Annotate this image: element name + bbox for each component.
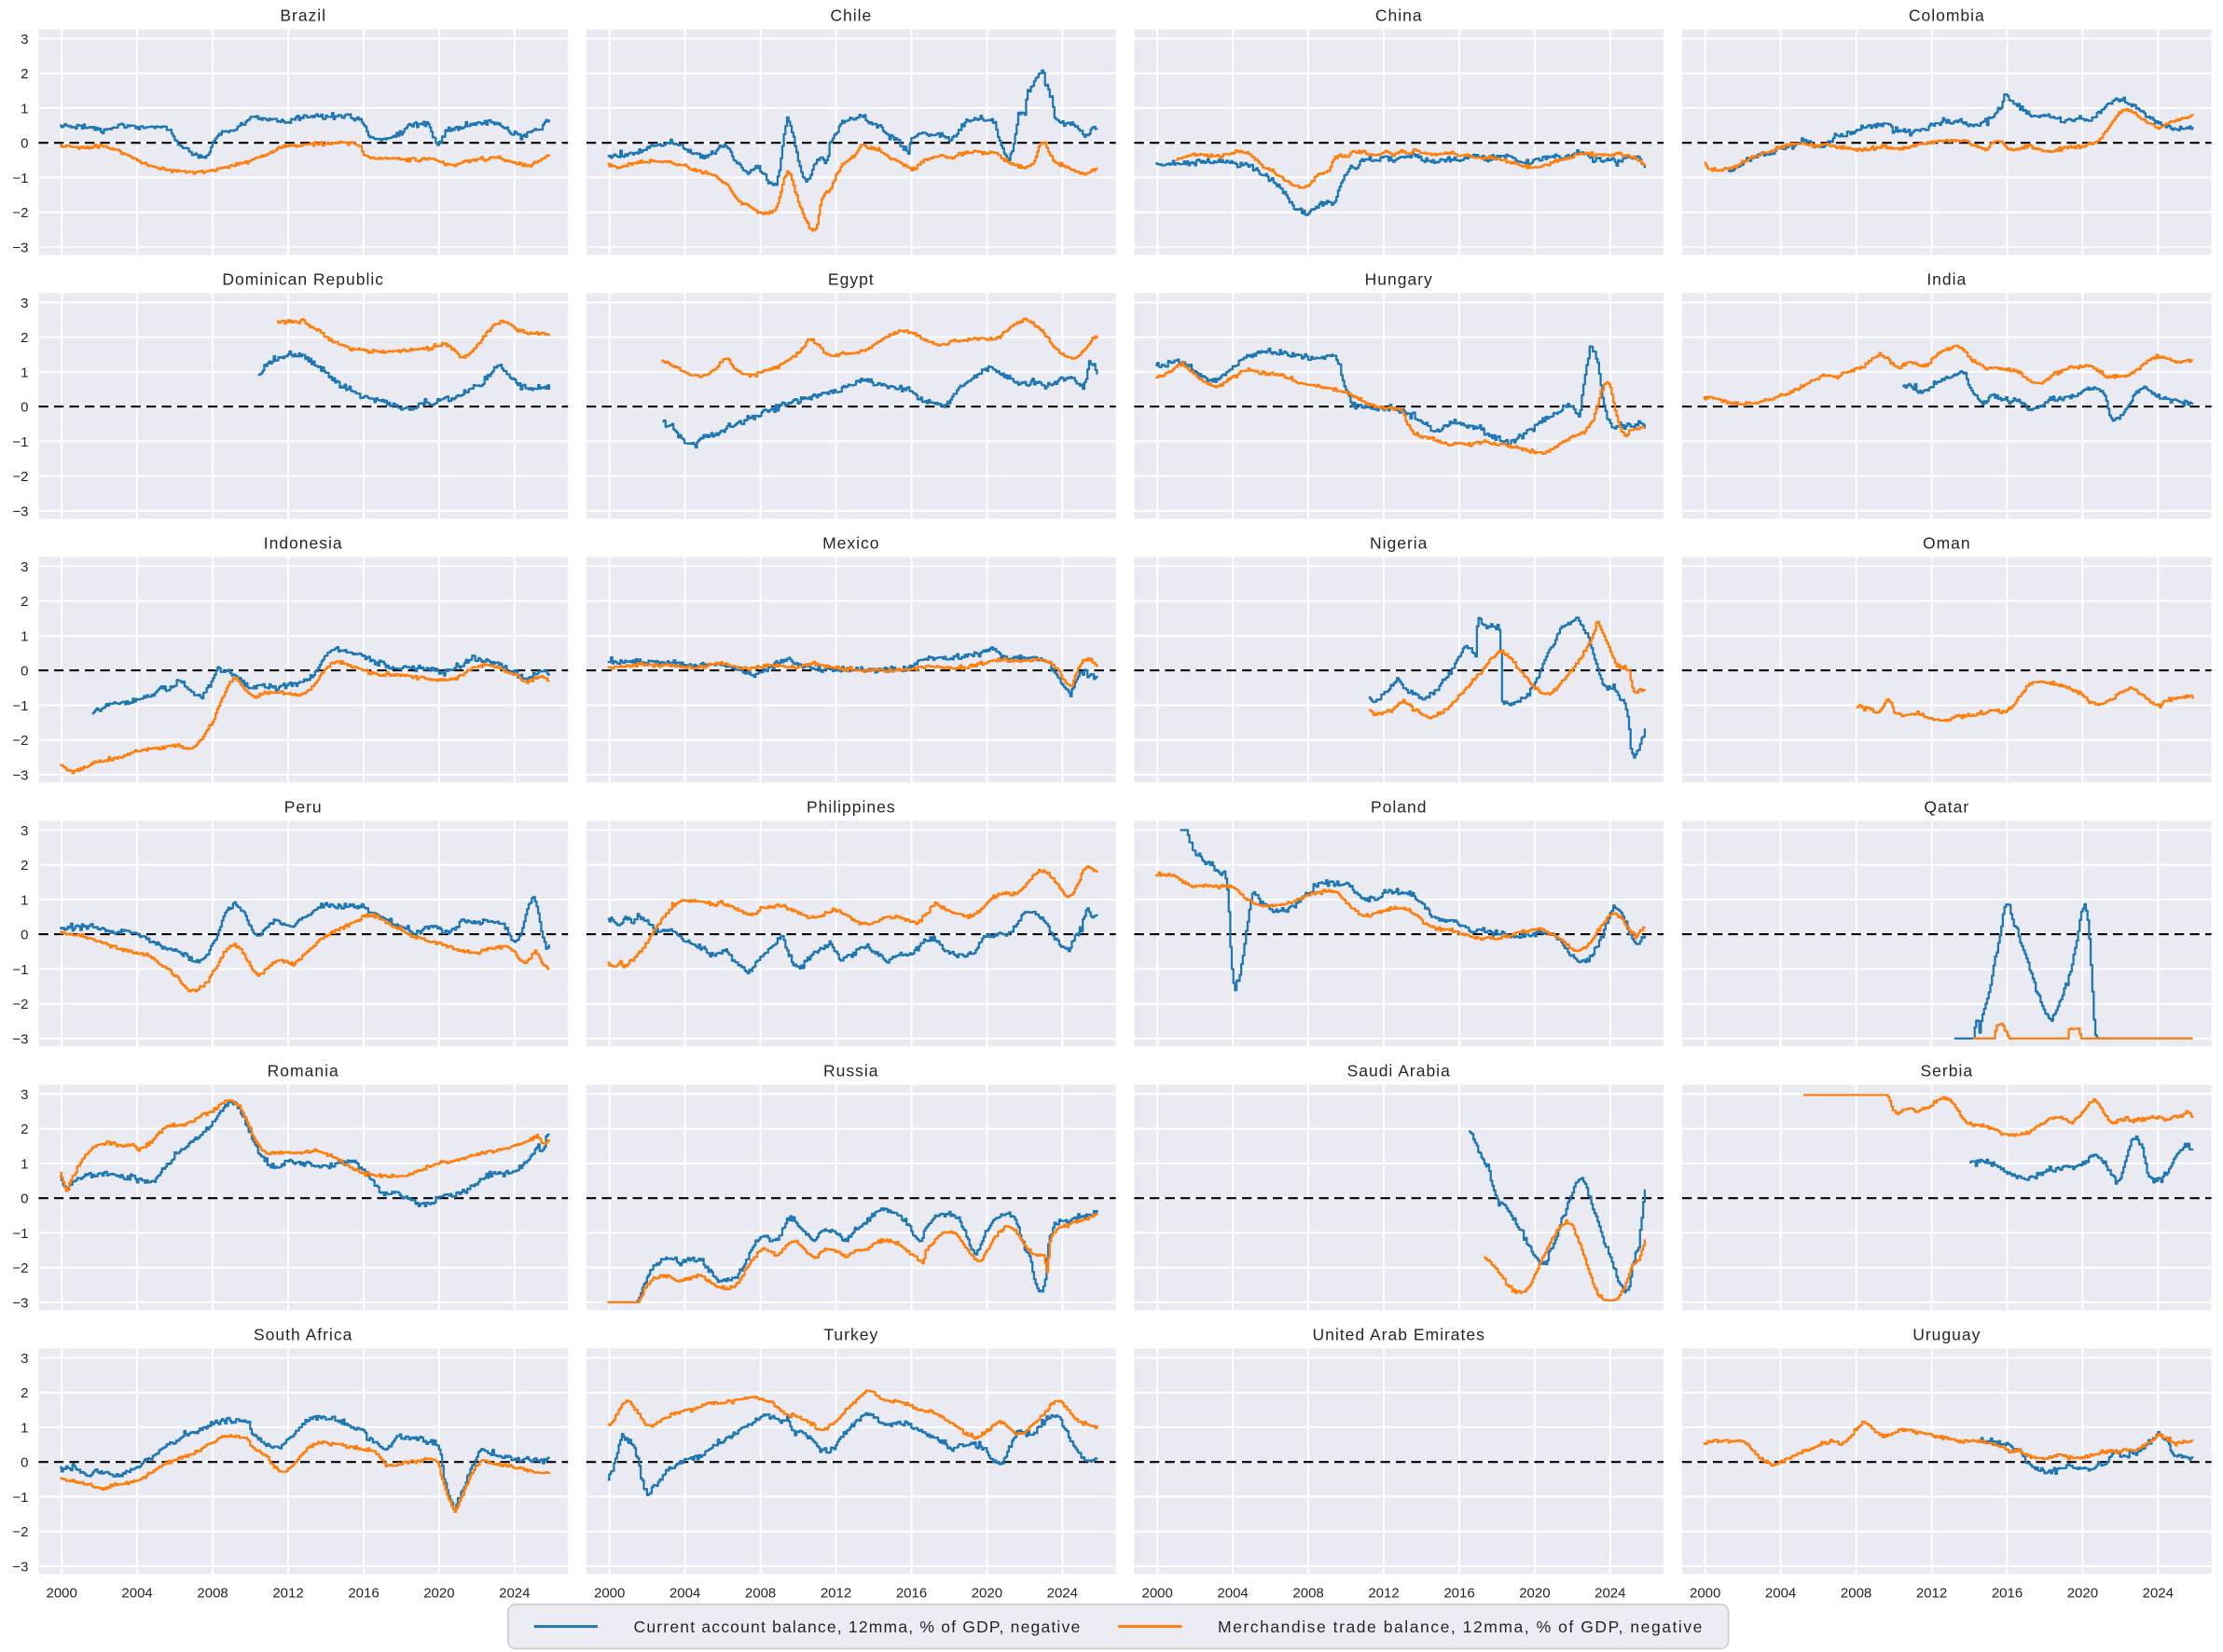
svg-text:−1: −1 xyxy=(12,434,28,450)
svg-text:2024: 2024 xyxy=(1595,1586,1625,1602)
svg-text:2020: 2020 xyxy=(972,1586,1002,1602)
svg-text:2000: 2000 xyxy=(1690,1586,1720,1602)
svg-text:Turkey: Turkey xyxy=(823,1326,878,1344)
svg-text:Uruguay: Uruguay xyxy=(1912,1326,1981,1344)
svg-text:Dominican Republic: Dominican Republic xyxy=(222,270,384,289)
svg-text:−1: −1 xyxy=(12,698,28,714)
svg-text:Oman: Oman xyxy=(1923,534,1971,553)
svg-text:2: 2 xyxy=(21,1385,28,1401)
svg-text:−2: −2 xyxy=(12,205,28,221)
svg-text:0: 0 xyxy=(21,928,28,943)
svg-text:Mexico: Mexico xyxy=(822,534,879,553)
svg-text:2012: 2012 xyxy=(1916,1586,1947,1602)
svg-text:−1: −1 xyxy=(12,1226,28,1242)
svg-text:2012: 2012 xyxy=(272,1586,303,1602)
svg-text:−1: −1 xyxy=(12,1490,28,1506)
svg-text:Hungary: Hungary xyxy=(1365,270,1433,289)
svg-text:2008: 2008 xyxy=(1841,1586,1871,1602)
svg-text:2020: 2020 xyxy=(2067,1586,2098,1602)
svg-text:2016: 2016 xyxy=(896,1586,927,1602)
svg-text:−3: −3 xyxy=(12,767,28,783)
svg-text:3: 3 xyxy=(21,823,28,839)
svg-text:India: India xyxy=(1926,270,1967,289)
svg-text:1: 1 xyxy=(21,1420,28,1436)
svg-text:−2: −2 xyxy=(12,1260,28,1276)
svg-text:2020: 2020 xyxy=(1519,1586,1550,1602)
svg-text:2000: 2000 xyxy=(1142,1586,1173,1602)
svg-text:2004: 2004 xyxy=(121,1586,152,1602)
svg-text:China: China xyxy=(1375,7,1423,25)
svg-text:−3: −3 xyxy=(12,1295,28,1311)
svg-text:Romania: Romania xyxy=(268,1062,339,1081)
svg-text:Russia: Russia xyxy=(823,1062,879,1081)
svg-text:2000: 2000 xyxy=(594,1586,625,1602)
svg-text:3: 3 xyxy=(21,1351,28,1367)
svg-text:1: 1 xyxy=(21,1156,28,1172)
svg-text:0: 0 xyxy=(21,664,28,680)
svg-text:2020: 2020 xyxy=(423,1586,454,1602)
svg-text:2000: 2000 xyxy=(47,1586,77,1602)
svg-text:−3: −3 xyxy=(12,240,28,255)
svg-text:2008: 2008 xyxy=(745,1586,776,1602)
svg-text:2016: 2016 xyxy=(1992,1586,2023,1602)
svg-text:2012: 2012 xyxy=(1368,1586,1399,1602)
svg-text:−3: −3 xyxy=(12,1031,28,1047)
svg-text:2016: 2016 xyxy=(1443,1586,1474,1602)
svg-text:Qatar: Qatar xyxy=(1924,798,1969,817)
svg-text:1: 1 xyxy=(21,628,28,644)
svg-text:3: 3 xyxy=(21,32,28,48)
svg-text:2024: 2024 xyxy=(1047,1586,1078,1602)
svg-text:Nigeria: Nigeria xyxy=(1370,534,1428,553)
svg-text:Philippines: Philippines xyxy=(807,798,896,817)
svg-text:Merchandise trade balance, 12m: Merchandise trade balance, 12mma, % of G… xyxy=(1218,1618,1704,1636)
svg-text:Indonesia: Indonesia xyxy=(264,534,343,553)
svg-text:−1: −1 xyxy=(12,962,28,978)
svg-text:0: 0 xyxy=(21,400,28,416)
svg-text:1: 1 xyxy=(21,365,28,380)
svg-text:0: 0 xyxy=(21,1191,28,1207)
svg-text:−2: −2 xyxy=(12,469,28,485)
svg-text:Serbia: Serbia xyxy=(1921,1062,1974,1081)
svg-text:−3: −3 xyxy=(12,503,28,519)
svg-text:3: 3 xyxy=(21,296,28,311)
svg-text:−2: −2 xyxy=(12,733,28,749)
svg-text:2004: 2004 xyxy=(1217,1586,1248,1602)
svg-text:2008: 2008 xyxy=(197,1586,228,1602)
svg-text:Poland: Poland xyxy=(1371,798,1428,817)
svg-text:South Africa: South Africa xyxy=(254,1326,352,1344)
svg-text:2: 2 xyxy=(21,1122,28,1137)
svg-text:Peru: Peru xyxy=(284,798,323,817)
svg-text:−3: −3 xyxy=(12,1559,28,1575)
svg-text:2: 2 xyxy=(21,858,28,874)
svg-text:0: 0 xyxy=(21,1455,28,1471)
svg-text:Chile: Chile xyxy=(830,7,872,25)
svg-text:United Arab Emirates: United Arab Emirates xyxy=(1313,1326,1485,1344)
svg-text:−2: −2 xyxy=(12,1524,28,1540)
svg-text:3: 3 xyxy=(21,1087,28,1103)
svg-text:Current account balance, 12mma: Current account balance, 12mma, % of GDP… xyxy=(634,1618,1082,1636)
svg-text:Brazil: Brazil xyxy=(280,7,326,25)
svg-text:2016: 2016 xyxy=(348,1586,379,1602)
svg-text:−2: −2 xyxy=(12,997,28,1012)
svg-text:2024: 2024 xyxy=(2143,1586,2174,1602)
svg-text:Colombia: Colombia xyxy=(1909,7,1985,25)
svg-text:Egypt: Egypt xyxy=(828,270,875,289)
svg-text:1: 1 xyxy=(21,101,28,117)
svg-text:2: 2 xyxy=(21,594,28,610)
svg-text:Saudi Arabia: Saudi Arabia xyxy=(1347,1062,1451,1081)
svg-text:2: 2 xyxy=(21,330,28,346)
svg-text:2004: 2004 xyxy=(1765,1586,1796,1602)
svg-text:2004: 2004 xyxy=(670,1586,700,1602)
svg-text:2: 2 xyxy=(21,66,28,82)
svg-text:2008: 2008 xyxy=(1292,1586,1323,1602)
svg-text:1: 1 xyxy=(21,892,28,908)
svg-text:3: 3 xyxy=(21,559,28,575)
svg-text:2012: 2012 xyxy=(821,1586,851,1602)
svg-text:0: 0 xyxy=(21,136,28,152)
svg-text:2024: 2024 xyxy=(499,1586,530,1602)
svg-text:−1: −1 xyxy=(12,171,28,186)
